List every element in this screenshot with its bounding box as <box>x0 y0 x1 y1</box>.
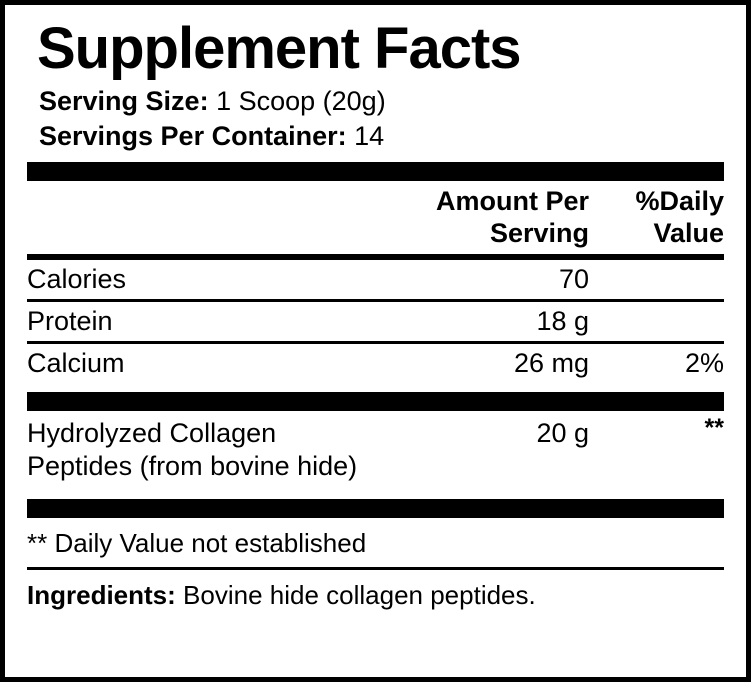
nutrient-amount: 18 g <box>536 305 589 336</box>
proprietary-name: Hydrolyzed Collagen <box>27 417 277 448</box>
page-title: Supplement Facts <box>37 16 522 81</box>
servings-per-container-line: Servings Per Container: 14 <box>39 119 724 154</box>
ingredients-line: Ingredients: Bovine hide collagen peptid… <box>27 570 724 611</box>
daily-value-header: %Daily Value <box>589 186 724 250</box>
nutrient-amount: 26 mg <box>513 347 589 378</box>
proprietary-daily-value: ** <box>704 413 724 442</box>
amount-per-serving-header: Amount Per Serving <box>289 186 589 250</box>
nutrient-daily-value: 2% <box>684 347 724 378</box>
table-row-proprietary: Hydrolyzed Collagen 20 g ** <box>27 411 724 449</box>
servings-per-container-label: Servings Per Container: <box>39 120 347 151</box>
divider-thick-bottom <box>27 498 724 518</box>
proprietary-name-line2: Peptides (from bovine hide) <box>27 450 358 481</box>
table-row: Calcium 26 mg 2% <box>27 344 724 383</box>
proprietary-amount: 20 g <box>536 417 589 448</box>
divider-thick-top <box>27 162 724 182</box>
nutrient-amount: 70 <box>558 263 589 294</box>
daily-value-line1: %Daily <box>635 186 724 217</box>
divider-under-headers <box>27 253 724 260</box>
serving-size-label: Serving Size: <box>39 85 209 116</box>
divider-row-1 <box>27 298 724 302</box>
daily-value-footnote: ** Daily Value not established <box>27 527 367 558</box>
ingredients-value: Bovine hide collagen peptides. <box>183 580 536 610</box>
amount-per-serving-line1: Amount Per <box>435 186 589 217</box>
table-row: Calories 70 <box>27 260 724 299</box>
nutrient-name: Calories <box>27 263 127 294</box>
servings-per-container-value: 14 <box>354 120 385 151</box>
amount-per-serving-line2: Serving <box>489 217 589 248</box>
divider-above-ingredients <box>27 567 724 570</box>
serving-size-line: Serving Size: 1 Scoop (20g) <box>39 84 724 119</box>
divider-thick-middle <box>27 391 724 411</box>
divider-row-2 <box>27 340 724 344</box>
daily-value-line2: Value <box>653 217 724 248</box>
ingredients-label: Ingredients: <box>27 580 176 610</box>
nutrient-name: Calcium <box>27 347 125 378</box>
serving-size-value: 1 Scoop (20g) <box>216 85 386 116</box>
column-headers: Amount Per Serving %Daily Value <box>27 181 724 254</box>
supplement-facts-inner: Supplement Facts Serving Size: 1 Scoop (… <box>5 5 746 677</box>
nutrient-name: Protein <box>27 305 113 336</box>
table-row: Protein 18 g <box>27 302 724 341</box>
